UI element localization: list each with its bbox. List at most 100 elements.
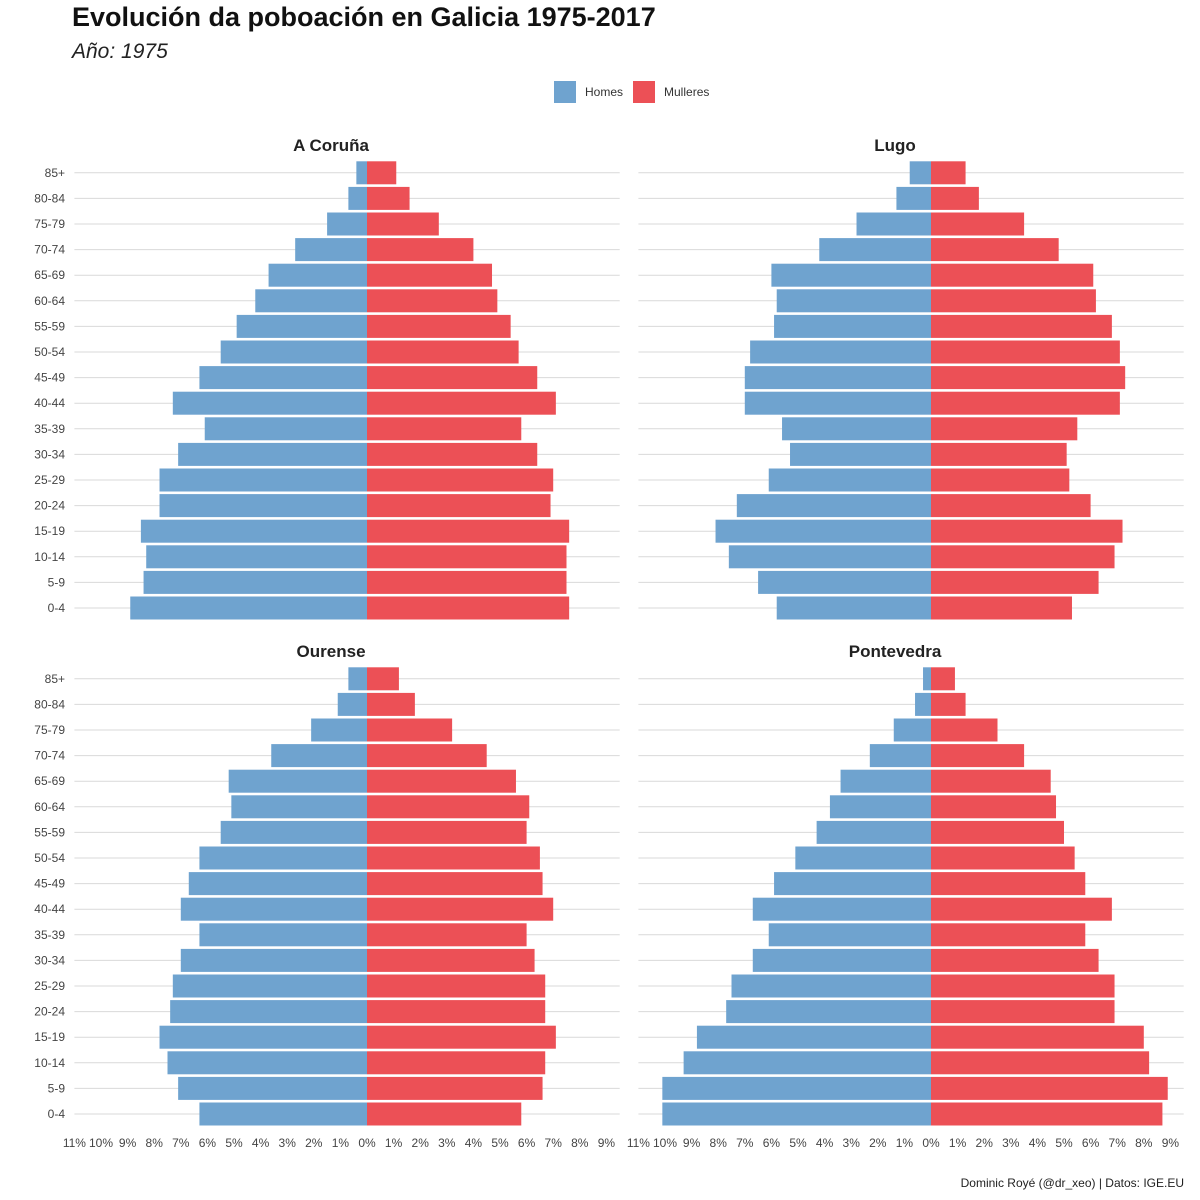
legend-item-mulleres: Mulleres	[633, 81, 709, 103]
bar-mulleres	[931, 820, 1064, 844]
y-tick-label: 75-79	[34, 217, 65, 231]
x-tick-label: 4%	[1029, 1136, 1047, 1150]
bar-mulleres	[367, 667, 399, 691]
bar-homes	[159, 494, 367, 518]
bar-mulleres	[367, 718, 453, 742]
y-tick-label: 60-64	[34, 294, 65, 308]
bar-mulleres	[367, 692, 415, 716]
y-tick-label: 50-54	[34, 345, 65, 359]
bar-mulleres	[367, 263, 493, 287]
x-tick-label: 3%	[1002, 1136, 1020, 1150]
bar-homes	[744, 391, 931, 415]
bar-mulleres	[367, 948, 535, 972]
bar-mulleres	[367, 366, 538, 390]
bar-homes	[726, 1000, 931, 1024]
x-tick-label: 10%	[89, 1136, 113, 1150]
bar-mulleres	[931, 570, 1099, 594]
bar-mulleres	[367, 596, 570, 620]
bar-mulleres	[367, 1102, 522, 1126]
bar-homes	[327, 212, 367, 236]
bar-homes	[140, 519, 367, 543]
bar-homes	[744, 366, 931, 390]
x-tick-label: 6%	[518, 1136, 536, 1150]
bar-homes	[768, 468, 931, 492]
bar-mulleres	[931, 494, 1091, 518]
bar-homes	[795, 846, 931, 870]
bar-mulleres	[931, 161, 966, 185]
bar-homes	[220, 340, 367, 364]
bar-mulleres	[367, 570, 567, 594]
bar-homes	[752, 948, 931, 972]
x-tick-label: 8%	[710, 1136, 728, 1150]
x-tick-label: 9%	[1162, 1136, 1180, 1150]
bar-mulleres	[367, 417, 522, 441]
bar-mulleres	[367, 212, 439, 236]
bar-homes	[728, 545, 931, 569]
x-tick-label: 9%	[683, 1136, 701, 1150]
y-tick-label: 20-24	[34, 499, 65, 513]
legend-item-homes: Homes	[554, 81, 623, 103]
bar-homes	[790, 442, 931, 466]
bar-homes	[228, 769, 367, 793]
y-tick-label: 85+	[45, 672, 65, 686]
source-caption: Dominic Royé (@dr_xeo) | Datos: IGE.EU	[960, 1176, 1184, 1190]
bar-mulleres	[931, 238, 1059, 262]
y-tick-label: 35-39	[34, 928, 65, 942]
bar-homes	[715, 519, 931, 543]
bar-mulleres	[931, 391, 1120, 415]
y-tick-label: 25-29	[34, 979, 65, 993]
bar-homes	[776, 596, 931, 620]
x-tick-label: 3%	[438, 1136, 456, 1150]
bar-homes	[199, 366, 367, 390]
bar-mulleres	[367, 442, 538, 466]
y-tick-label: 20-24	[34, 1005, 65, 1019]
panel-title: Lugo	[874, 136, 916, 155]
bar-mulleres	[367, 468, 554, 492]
x-tick-label: 1%	[949, 1136, 967, 1150]
bar-mulleres	[931, 795, 1057, 819]
bar-homes	[782, 417, 931, 441]
bar-mulleres	[931, 872, 1086, 896]
y-tick-label: 45-49	[34, 877, 65, 891]
x-tick-label: 2%	[976, 1136, 994, 1150]
legend: Homes Mulleres	[554, 81, 719, 103]
bar-homes	[143, 570, 367, 594]
bar-mulleres	[367, 872, 543, 896]
panel-title: Pontevedra	[849, 642, 942, 661]
bar-mulleres	[367, 820, 527, 844]
bar-mulleres	[367, 744, 487, 768]
bar-homes	[311, 718, 367, 742]
bar-mulleres	[367, 769, 516, 793]
x-tick-label: 7%	[545, 1136, 563, 1150]
y-tick-label: 80-84	[34, 697, 65, 711]
bar-homes	[909, 161, 931, 185]
y-tick-label: 45-49	[34, 371, 65, 385]
bar-mulleres	[367, 340, 519, 364]
bar-homes	[683, 1051, 931, 1075]
bar-mulleres	[367, 238, 474, 262]
bar-homes	[662, 1102, 931, 1126]
x-tick-label: 8%	[1135, 1136, 1153, 1150]
x-tick-label: 2%	[305, 1136, 323, 1150]
y-tick-label: 15-19	[34, 524, 65, 538]
panel-title: A Coruña	[293, 136, 369, 155]
bar-mulleres	[931, 1076, 1168, 1100]
bar-homes	[893, 718, 931, 742]
bar-homes	[188, 872, 367, 896]
bar-homes	[178, 442, 367, 466]
bar-homes	[348, 667, 367, 691]
legend-swatch-homes	[554, 81, 576, 103]
y-tick-label: 40-44	[34, 902, 65, 916]
x-tick-label: 1%	[332, 1136, 350, 1150]
x-tick-label: 9%	[119, 1136, 137, 1150]
bar-homes	[896, 186, 931, 210]
bar-mulleres	[367, 795, 530, 819]
bar-homes	[178, 1076, 367, 1100]
bar-homes	[662, 1076, 931, 1100]
y-tick-label: 0-4	[48, 1107, 66, 1121]
bar-mulleres	[367, 494, 551, 518]
x-tick-label: 5%	[1055, 1136, 1073, 1150]
bar-mulleres	[367, 846, 540, 870]
bar-homes	[255, 289, 367, 313]
